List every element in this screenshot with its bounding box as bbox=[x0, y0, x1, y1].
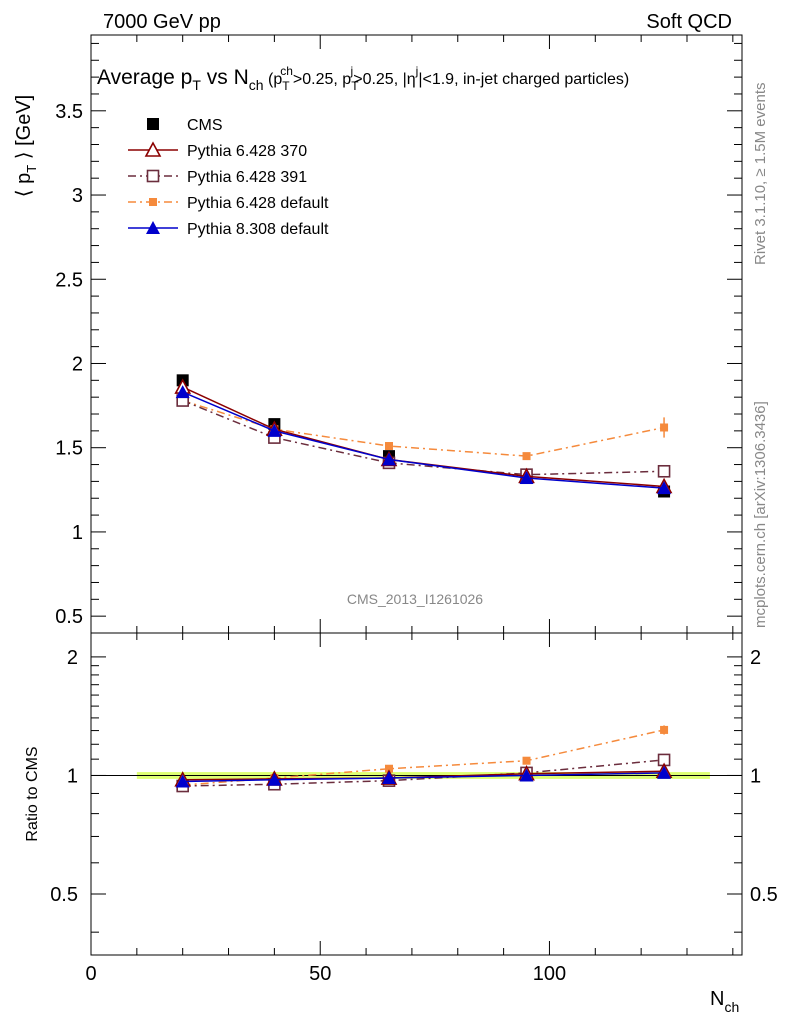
y-tick-label: 3 bbox=[72, 185, 83, 207]
rivet-label: Rivet 3.1.10, ≥ 1.5M events bbox=[752, 83, 769, 266]
point-pythia-6-428-default bbox=[522, 452, 531, 461]
ratio-point-pythia-8-308-default bbox=[519, 768, 534, 782]
ratio-y-tick-label-right: 1 bbox=[750, 765, 761, 787]
legend-label-cms: CMS bbox=[187, 117, 223, 134]
ratio-point-pythia-6-428-default bbox=[384, 764, 393, 773]
ratio-data-layer bbox=[174, 725, 673, 793]
x-tick-label: 0 bbox=[85, 963, 96, 985]
ratio-point-pythia-8-308-default bbox=[381, 771, 396, 785]
y-tick-label: 0.5 bbox=[55, 606, 83, 628]
legend-marker-pythia-8-308-default bbox=[146, 221, 160, 234]
legend-marker-pythia-6-428-370 bbox=[144, 141, 162, 157]
data-layer bbox=[174, 374, 673, 498]
legend-label-pythia-6-428-default: Pythia 6.428 default bbox=[187, 195, 329, 212]
y-tick-label: 1.5 bbox=[55, 438, 83, 460]
ratio-y-tick-label: 1 bbox=[67, 765, 78, 787]
point-pythia-8-308-default bbox=[657, 481, 672, 495]
x-tick-label: 100 bbox=[533, 963, 566, 985]
analysis-watermark: CMS_2013_I1261026 bbox=[347, 591, 483, 607]
y-tick-label: 2 bbox=[72, 353, 83, 375]
ratio-y-tick-label: 2 bbox=[67, 647, 78, 669]
ratio-point-pythia-8-308-default bbox=[657, 765, 672, 779]
legend-label-pythia-6-428-370: Pythia 6.428 370 bbox=[187, 143, 307, 160]
y-tick-label: 3.5 bbox=[55, 101, 83, 123]
header-right: Soft QCD bbox=[646, 11, 732, 33]
ratio-y-axis-label: Ratio to CMS bbox=[24, 746, 41, 841]
legend-label-pythia-6-428-391: Pythia 6.428 391 bbox=[187, 169, 307, 186]
legend-marker-pythia-6-428-default bbox=[149, 198, 157, 206]
y-tick-label: 1 bbox=[72, 522, 83, 544]
legend-marker-pythia-6-428-391 bbox=[146, 169, 160, 183]
ratio-y-tick-label: 0.5 bbox=[50, 884, 78, 906]
ratio-point-pythia-8-308-default bbox=[267, 772, 282, 786]
y-axis-label: ⟨ pT ⟩ [GeV] bbox=[13, 95, 39, 198]
point-pythia-8-308-default bbox=[381, 452, 396, 466]
point-pythia-6-428-default bbox=[660, 423, 669, 432]
ratio-plot-frame bbox=[90, 632, 743, 956]
series-line-pythia-6-428-370 bbox=[182, 386, 665, 488]
x-axis-label: Nch bbox=[710, 988, 739, 1015]
ratio-point-pythia-6-428-default bbox=[660, 725, 669, 734]
point-pythia-6-428-default bbox=[384, 442, 393, 451]
ratio-y-tick-label-right: 0.5 bbox=[750, 884, 778, 906]
mcplots-label: mcplots.cern.ch [arXiv:1306.3436] bbox=[752, 401, 769, 628]
ratio-line-pythia-6-428-391 bbox=[182, 759, 665, 787]
point-pythia-8-308-default bbox=[267, 423, 282, 437]
header-left: 7000 GeV pp bbox=[103, 11, 221, 33]
legend-marker-cms bbox=[147, 118, 159, 130]
ratio-point-pythia-6-428-default bbox=[522, 756, 531, 765]
ratio-point-pythia-8-308-default bbox=[175, 774, 190, 788]
point-pythia-8-308-default bbox=[519, 471, 534, 485]
series-line-pythia-6-428-default bbox=[182, 399, 665, 457]
chart-title: Average pT vs Nch (pTch>0.25, pTj>0.25, … bbox=[97, 64, 629, 93]
y-tick-label: 2.5 bbox=[55, 269, 83, 291]
axes-layer: 0 50 100 0.5 1 1.5 2 2.5 3 3.5 0.5 0.5 1 1 2 2 bbox=[50, 35, 778, 985]
ratio-y-tick-label-right: 2 bbox=[750, 647, 761, 669]
point-pythia-6-428-391 bbox=[657, 464, 671, 478]
ratio-band-layer bbox=[91, 772, 742, 779]
legend: CMS Pythia 6.428 370 Pythia 6.428 391 Pythi… bbox=[128, 117, 329, 238]
point-pythia-8-308-default bbox=[175, 385, 190, 399]
x-tick-label: 50 bbox=[309, 963, 331, 985]
legend-label-pythia-8-308-default: Pythia 8.308 default bbox=[187, 221, 329, 238]
